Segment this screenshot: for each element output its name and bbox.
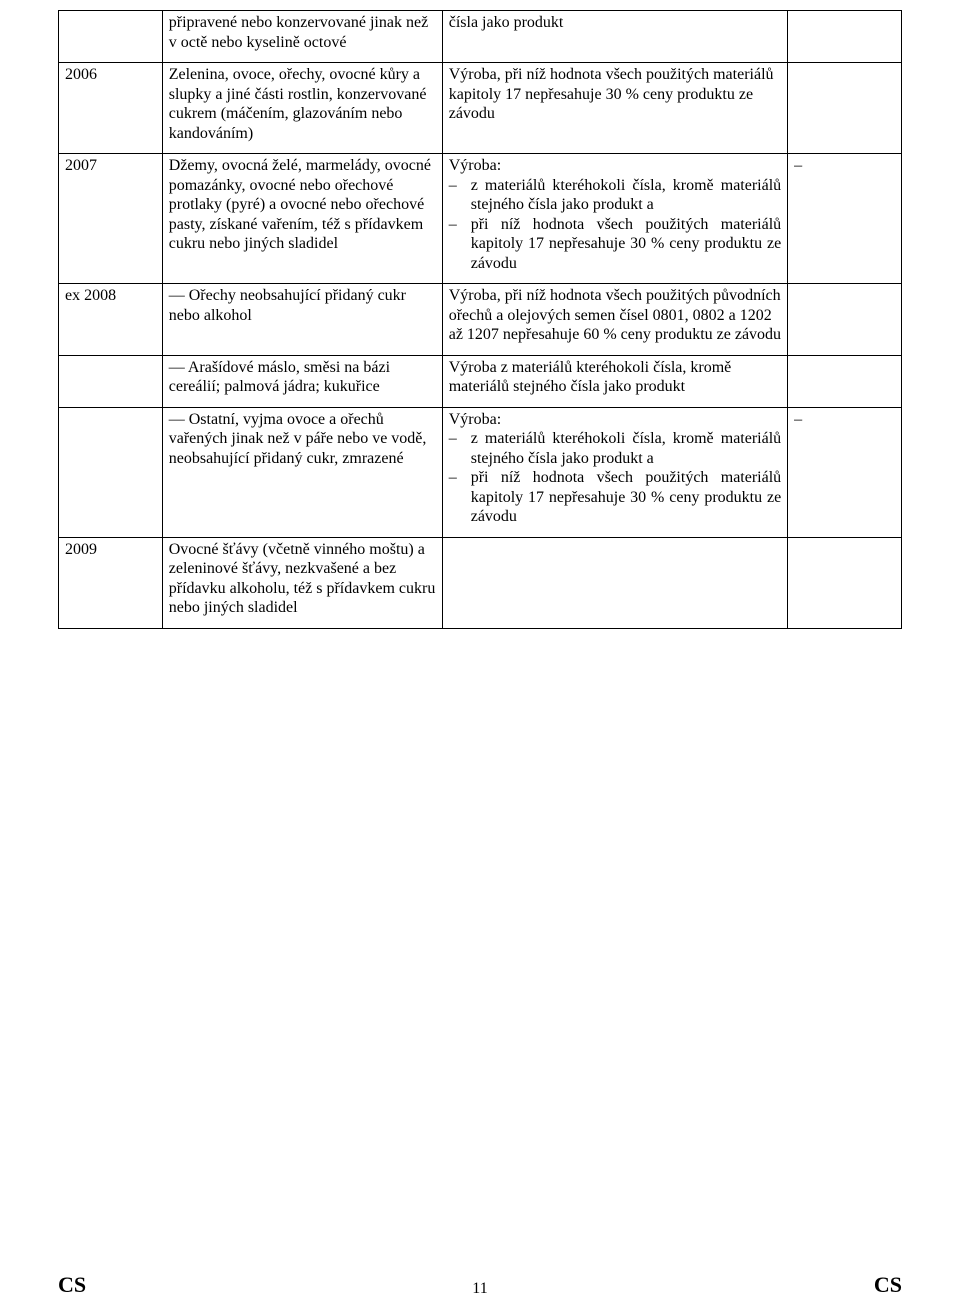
rule-lead: Výroba: — [449, 410, 781, 430]
table-row: připravené nebo konzervované jinak než v… — [59, 11, 902, 63]
col-rule: Výroba, při níž hodnota všech použitých … — [442, 284, 787, 356]
table-row: 2006 Zelenina, ovoce, ořechy, ovocné kůr… — [59, 63, 902, 154]
dash-icon: – — [449, 429, 471, 468]
table-row: 2009 Ovocné šťávy (včetně vinného moštu)… — [59, 537, 902, 628]
col-description: — Ostatní, vyjma ovoce a ořechů vařených… — [162, 407, 442, 537]
col-alt: – — [788, 154, 902, 284]
dash-icon: – — [449, 215, 471, 274]
col-code — [59, 355, 163, 407]
col-description: připravené nebo konzervované jinak než v… — [162, 11, 442, 63]
col-code — [59, 407, 163, 537]
col-rule — [442, 537, 787, 628]
page-footer: CS 11 CS — [0, 1272, 960, 1298]
col-rule: Výroba, při níž hodnota všech použitých … — [442, 63, 787, 154]
col-code: ex 2008 — [59, 284, 163, 356]
col-alt — [788, 63, 902, 154]
col-rule: Výroba: – z materiálů kteréhokoli čísla,… — [442, 154, 787, 284]
col-rule: Výroba: – z materiálů kteréhokoli čísla,… — [442, 407, 787, 537]
rule-bullet: – při níž hodnota všech použitých materi… — [449, 215, 781, 274]
footer-right: CS — [874, 1272, 902, 1298]
table-row: — Ostatní, vyjma ovoce a ořechů vařených… — [59, 407, 902, 537]
rule-bullet: – z materiálů kteréhokoli čísla, kromě m… — [449, 176, 781, 215]
col-code: 2006 — [59, 63, 163, 154]
col-description: Zelenina, ovoce, ořechy, ovocné kůry a s… — [162, 63, 442, 154]
col-description: — Arašídové máslo, směsi na bázi cereáli… — [162, 355, 442, 407]
page: připravené nebo konzervované jinak než v… — [0, 0, 960, 1310]
col-rule: čísla jako produkt — [442, 11, 787, 63]
col-description: Džemy, ovocná želé, marmelády, ovocné po… — [162, 154, 442, 284]
rule-bullet: – z materiálů kteréhokoli čísla, kromě m… — [449, 429, 781, 468]
col-code: 2009 — [59, 537, 163, 628]
col-alt: – — [788, 407, 902, 537]
rule-bullet: – při níž hodnota všech použitých materi… — [449, 468, 781, 527]
dash-icon: – — [449, 468, 471, 527]
rule-bullet-text: z materiálů kteréhokoli čísla, kromě mat… — [471, 429, 781, 468]
col-description: — Ořechy neobsahující přidaný cukr nebo … — [162, 284, 442, 356]
table-row: — Arašídové máslo, směsi na bázi cereáli… — [59, 355, 902, 407]
dash-icon: – — [449, 176, 471, 215]
col-description: Ovocné šťávy (včetně vinného moštu) a ze… — [162, 537, 442, 628]
rule-bullet-text: při níž hodnota všech použitých materiál… — [471, 215, 781, 274]
footer-left: CS — [58, 1272, 86, 1298]
col-alt — [788, 284, 902, 356]
table-row: 2007 Džemy, ovocná želé, marmelády, ovoc… — [59, 154, 902, 284]
col-alt — [788, 11, 902, 63]
rule-bullet-text: při níž hodnota všech použitých materiál… — [471, 468, 781, 527]
rule-lead: Výroba: — [449, 156, 781, 176]
main-table: připravené nebo konzervované jinak než v… — [58, 10, 902, 629]
col-rule: Výroba z materiálů kteréhokoli čísla, kr… — [442, 355, 787, 407]
col-code — [59, 11, 163, 63]
col-code: 2007 — [59, 154, 163, 284]
page-number: 11 — [472, 1280, 487, 1298]
col-alt — [788, 537, 902, 628]
rule-bullet-text: z materiálů kteréhokoli čísla, kromě mat… — [471, 176, 781, 215]
table-row: ex 2008 — Ořechy neobsahující přidaný cu… — [59, 284, 902, 356]
col-alt — [788, 355, 902, 407]
